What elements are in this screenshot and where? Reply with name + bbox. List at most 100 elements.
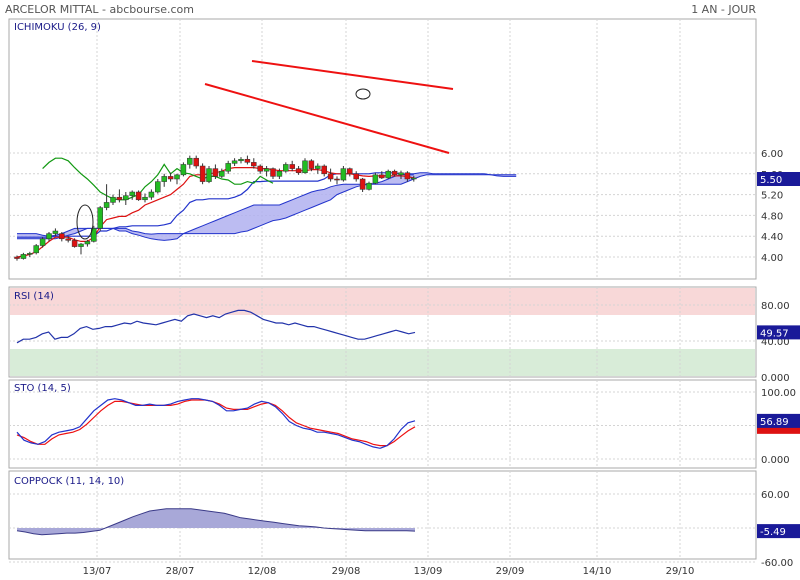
coppock-panel-frame: [8, 470, 757, 560]
indicator-lines: [16, 309, 416, 536]
trend-annotations: [76, 60, 454, 240]
lower-trendline: [204, 83, 450, 154]
candle-body-17: [123, 195, 129, 201]
coppock-label: COPPOCK (11, 14, 10): [14, 476, 124, 487]
candle-body-10: [78, 243, 84, 247]
x-label-4: 13/09: [414, 566, 443, 577]
price-panel-frame: [8, 18, 757, 280]
axis-ticks: 6.005.605.204.804.404.0080.0040.000.0001…: [761, 149, 796, 569]
x-label-3: 29/08: [332, 566, 361, 577]
price-tick-0: 6.00: [761, 149, 783, 160]
candle-body-24: [167, 176, 174, 180]
candle-body-6: [52, 230, 59, 234]
candle-body-35: [238, 158, 244, 162]
candle-body-19: [135, 191, 142, 201]
candle-body-53: [353, 173, 359, 180]
candle-body-5: [46, 233, 52, 240]
candle-body-25: [174, 174, 180, 180]
price-last-value-bg: [757, 172, 800, 186]
candle-body-29: [199, 165, 206, 182]
candle-body-32: [219, 170, 225, 177]
candle-body-60: [398, 172, 404, 176]
coppock-line: [16, 508, 416, 536]
rsi-overbought-zone: [10, 288, 755, 315]
rsi-tick-2: 0.000: [761, 373, 790, 384]
candle-body-30: [206, 168, 212, 182]
candle-body-2: [27, 253, 33, 255]
upper-trendline: [251, 60, 454, 90]
sto-panel-frame: [8, 379, 757, 469]
price-candles: [14, 155, 417, 261]
candle-body-44: [295, 168, 302, 174]
candle-body-36: [244, 158, 251, 163]
candle-body-52: [347, 168, 353, 175]
candle-body-43: [289, 164, 295, 169]
candle-body-62: [411, 177, 417, 180]
cross-ellipse: [355, 88, 371, 100]
rsi-label: RSI (14): [14, 291, 54, 302]
candle-body-7: [59, 233, 65, 240]
x-axis-labels: 13/07 28/07 12/08 29/08 13/09 29/09 14/10 29/10: [83, 566, 695, 577]
candle-body-33: [225, 163, 231, 172]
x-label-1: 28/07: [166, 566, 195, 577]
price-tick-2: 5.20: [761, 191, 783, 202]
candle-body-49: [327, 173, 334, 180]
candle-body-8: [65, 238, 71, 241]
candle-body-14: [103, 202, 110, 208]
coppock-tick-0: 60.00: [761, 490, 790, 501]
price-tick-3: 4.80: [761, 211, 783, 222]
candle-body-56: [372, 174, 379, 184]
x-label-5: 29/09: [496, 566, 525, 577]
candle-body-27: [187, 157, 193, 165]
candle-body-16: [116, 196, 123, 201]
candle-body-18: [129, 191, 135, 196]
coppock-area: [17, 508, 415, 535]
coppock-last-value: -5.49: [760, 527, 786, 538]
price-tick-5: 4.00: [761, 253, 783, 264]
coppock-last-value-bg: [757, 524, 800, 539]
candle-body-21: [148, 191, 155, 198]
candle-body-42: [283, 164, 289, 172]
rsi-tick-1: 40.00: [761, 337, 790, 348]
candle-body-23: [161, 176, 167, 182]
breakout-ellipse: [76, 204, 94, 240]
candle-body-1: [20, 254, 27, 259]
coppock-tick-2: -60.00: [761, 558, 793, 569]
cloud-area: [17, 172, 517, 241]
chart-title: ARCELOR MITTAL - abcbourse.com: [5, 3, 194, 16]
candle-body-48: [321, 165, 327, 175]
rsi-last-value: 49.57: [760, 328, 789, 339]
candle-body-15: [110, 196, 116, 203]
candle-body-61: [404, 172, 411, 180]
chikou-line: [42, 157, 274, 201]
panel-labels: ICHIMOKU (26, 9) RSI (14) STO (14, 5) COPPO…: [14, 22, 124, 487]
candle-body-31: [212, 168, 219, 177]
sto-k-last-value: 56.89: [760, 417, 789, 428]
candle-body-50: [334, 178, 340, 181]
candle-body-45: [302, 160, 308, 174]
candle-body-11: [84, 241, 91, 245]
price-tick-4: 4.40: [761, 232, 783, 243]
candle-body-59: [391, 170, 398, 176]
sto-d-line: [16, 399, 416, 447]
rsi-panel-frame: [8, 286, 757, 378]
sto-tick-2: 0.000: [761, 455, 790, 466]
candle-body-38: [257, 165, 263, 172]
candle-body-4: [39, 238, 46, 246]
rsi-line: [16, 309, 416, 344]
candle-body-41: [276, 170, 283, 177]
candle-body-12: [91, 228, 97, 242]
candle-body-39: [263, 168, 270, 172]
rsi-oversold-zone: [10, 349, 755, 376]
candle-body-28: [193, 157, 199, 167]
rsi-last-value-bg: [757, 325, 800, 340]
price-last-value: 5.50: [760, 175, 782, 186]
rsi-tick-0: 80.00: [761, 301, 790, 312]
x-label-7: 29/10: [666, 566, 695, 577]
candle-body-37: [251, 162, 257, 167]
candle-body-13: [97, 207, 103, 229]
candle-body-54: [359, 178, 366, 190]
candle-body-51: [340, 168, 347, 181]
